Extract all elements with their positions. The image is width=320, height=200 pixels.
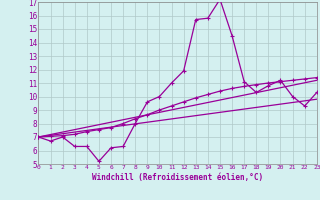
X-axis label: Windchill (Refroidissement éolien,°C): Windchill (Refroidissement éolien,°C) [92, 173, 263, 182]
